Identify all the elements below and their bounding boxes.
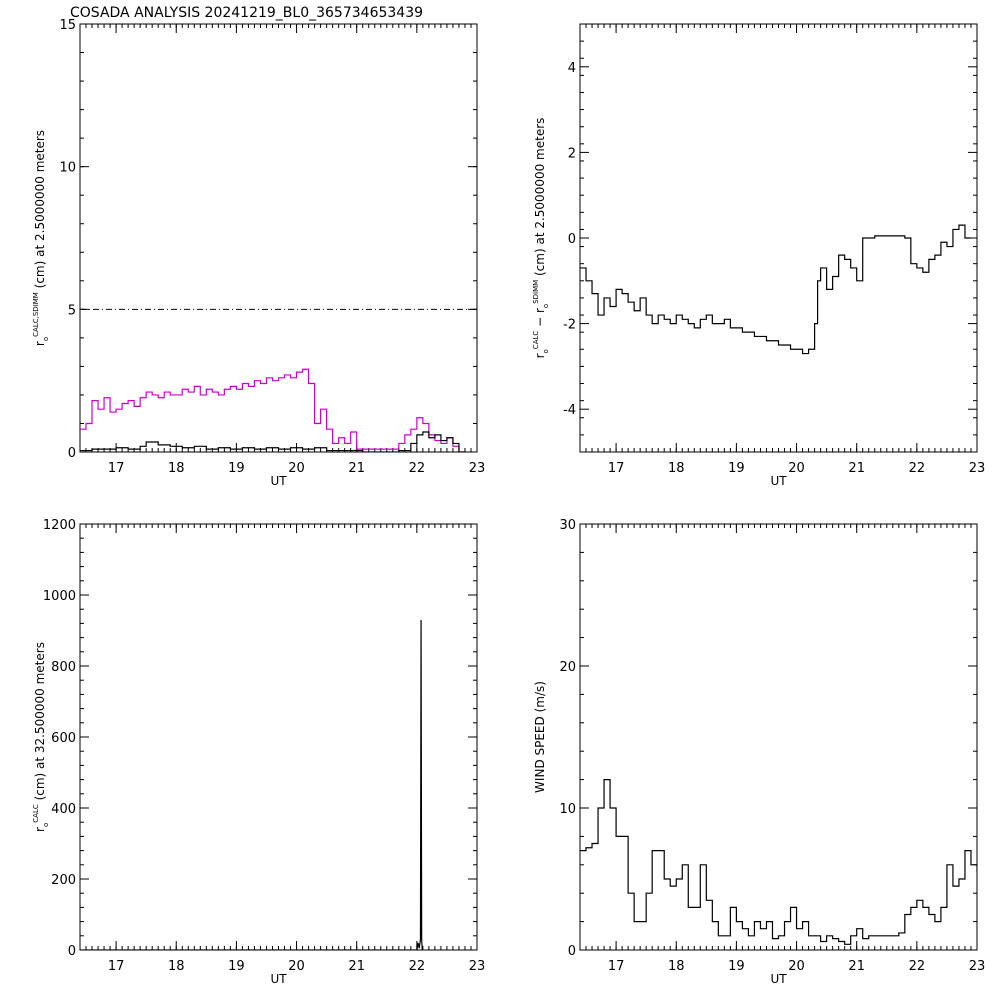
y-label-base: r <box>533 353 547 358</box>
y-label-sup2: SDIMM <box>532 280 540 304</box>
x-tick-label: 22 <box>909 461 926 476</box>
y-label-sup: CALC,SDIMM <box>32 292 40 337</box>
x-tick-label: 20 <box>288 959 305 974</box>
y-label-sub: o <box>42 823 50 827</box>
series-line-0 <box>580 224 971 355</box>
y-axis-label: WIND SPEED (m/s) <box>533 681 547 793</box>
x-tick-label: 19 <box>728 959 745 974</box>
y-tick-label: 15 <box>59 18 76 33</box>
y-tick-label: 10 <box>59 161 76 176</box>
x-axis-label: UT <box>770 474 787 488</box>
x-tick-label: 21 <box>848 959 865 974</box>
y-label-base: r <box>33 341 47 346</box>
series-line-0 <box>80 368 465 452</box>
y-label-sub: o <box>42 337 50 341</box>
x-tick-label: 22 <box>909 959 926 974</box>
panel-r0-calc-32m: 17 18 19 20 21 22 23 0 200 400 600 800 1000 1200 UT roC… <box>32 518 485 986</box>
panel-r0-diff: 17 18 19 20 21 22 23 -4 -2 0 2 4 UT roCALC − roSDIMM … <box>532 23 986 488</box>
y-tick-label: 4 <box>568 61 576 76</box>
series-line-0 <box>580 779 977 945</box>
series-line-0 <box>80 619 423 950</box>
y-axis-label: roCALC,SDIMM (cm) at 2.5000000 meters <box>32 130 50 346</box>
y-label-sup: CALC <box>532 331 540 350</box>
x-tick-label: 17 <box>608 461 625 476</box>
x-tick-label: 22 <box>409 959 426 974</box>
y-label-base: WIND SPEED (m/s) <box>533 681 547 793</box>
y-tick-label: 0 <box>568 944 576 959</box>
plot-frame <box>579 23 978 453</box>
y-tick-label: 1200 <box>43 518 76 533</box>
y-label-base: r <box>33 827 47 832</box>
y-tick-label: 200 <box>51 873 76 888</box>
x-axis-label: UT <box>270 972 287 986</box>
y-tick-label: 1000 <box>43 589 76 604</box>
x-axis-label: UT <box>270 474 287 488</box>
x-tick-label: 20 <box>288 461 305 476</box>
x-tick-label: 17 <box>108 461 125 476</box>
x-tick-label: 18 <box>668 461 685 476</box>
y-tick-label: 0 <box>568 232 576 247</box>
y-tick-label: 20 <box>559 660 576 675</box>
x-tick-label: 17 <box>608 959 625 974</box>
x-tick-label: 23 <box>969 959 986 974</box>
x-tick-label: 23 <box>469 959 486 974</box>
y-tick-label: 600 <box>51 731 76 746</box>
y-tick-label: 0 <box>68 944 76 959</box>
y-label-sub2: o <box>542 304 550 308</box>
x-tick-label: 21 <box>848 461 865 476</box>
plot-frame <box>79 523 478 951</box>
x-tick-label: 19 <box>228 959 245 974</box>
x-tick-label: 23 <box>969 461 986 476</box>
x-tick-label: 18 <box>168 461 185 476</box>
y-tick-label: 30 <box>559 518 576 533</box>
y-tick-label: 2 <box>568 146 576 161</box>
figure-title: COSADA ANALYSIS 20241219_BL0_36573465343… <box>70 5 423 21</box>
x-tick-label: 22 <box>409 461 426 476</box>
y-tick-label: 400 <box>51 802 76 817</box>
y-label-rest: (cm) at 2.5000000 meters <box>33 130 47 292</box>
x-tick-label: 20 <box>788 959 805 974</box>
x-tick-label: 18 <box>668 959 685 974</box>
y-tick-label: 5 <box>68 303 76 318</box>
y-label-sub: o <box>542 349 550 353</box>
x-tick-label: 19 <box>728 461 745 476</box>
x-tick-label: 17 <box>108 959 125 974</box>
x-tick-label: 23 <box>469 461 486 476</box>
y-tick-label: 10 <box>559 802 576 817</box>
plot-frame <box>79 23 478 453</box>
panel-wind-speed: 17 18 19 20 21 22 23 0 10 20 30 UT WIND SPEED (m/s) <box>533 518 985 986</box>
series-line-1 <box>80 431 465 452</box>
y-label-mid: − r <box>533 308 547 331</box>
y-tick-label: 800 <box>51 660 76 675</box>
x-tick-label: 20 <box>788 461 805 476</box>
y-axis-label: roCALC − roSDIMM (cm) at 2.5000000 meter… <box>532 118 550 359</box>
y-axis-label: roCALC (cm) at 32.500000 meters <box>32 642 50 832</box>
y-label-sup: CALC <box>32 804 40 823</box>
y-label-rest: (cm) at 2.5000000 meters <box>533 118 547 280</box>
panel-r0-calc-sdimm: 17 18 19 20 21 22 23 0 5 10 15 UT roCALC,SDIMM (cm) … <box>32 18 485 488</box>
plot-frame <box>579 523 978 951</box>
y-label-rest: (cm) at 32.500000 meters <box>33 642 47 804</box>
y-tick-label: -2 <box>563 318 576 333</box>
x-tick-label: 18 <box>168 959 185 974</box>
y-tick-label: 0 <box>68 446 76 461</box>
y-tick-label: -4 <box>563 403 576 418</box>
x-tick-label: 21 <box>348 959 365 974</box>
x-tick-label: 19 <box>228 461 245 476</box>
x-tick-label: 21 <box>348 461 365 476</box>
x-axis-label: UT <box>770 972 787 986</box>
